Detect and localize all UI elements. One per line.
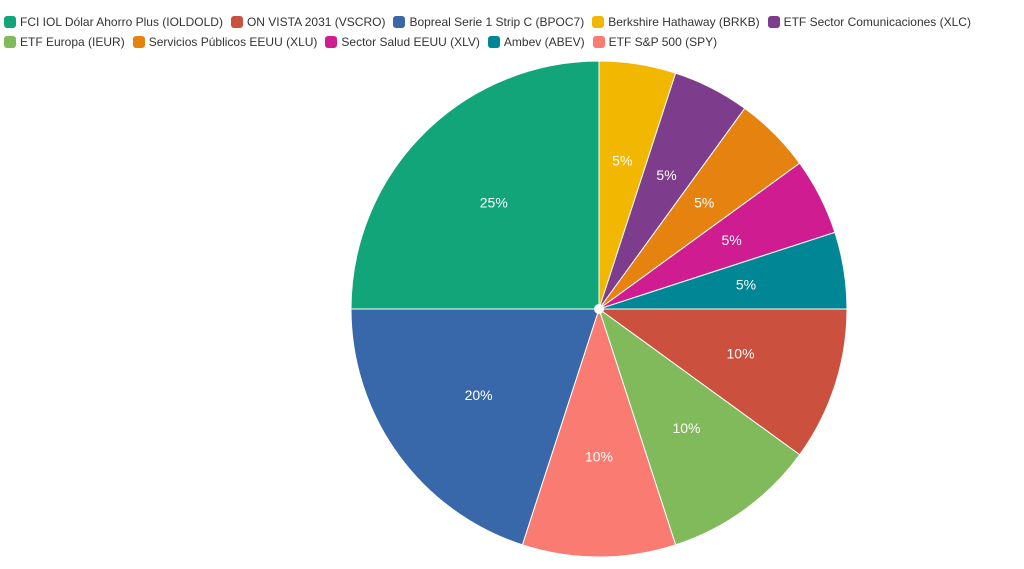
legend-item[interactable]: ETF S&P 500 (SPY) xyxy=(592,34,718,50)
slice-percent-label: 5% xyxy=(612,153,632,169)
legend-label: Bopreal Serie 1 Strip C (BPOC7) xyxy=(409,15,585,29)
slice-percent-label: 5% xyxy=(656,167,676,183)
legend-swatch xyxy=(393,16,406,28)
slice-percent-label: 10% xyxy=(727,346,755,362)
legend-swatch xyxy=(767,16,780,28)
slice-percent-label: 10% xyxy=(585,449,613,465)
legend-label: Ambev (ABEV) xyxy=(503,35,585,49)
legend-label: ETF Europa (IEUR) xyxy=(20,35,125,49)
slice-percent-label: 25% xyxy=(480,194,508,210)
slice-percent-label: 5% xyxy=(721,232,741,248)
pie-center-dot xyxy=(594,304,604,314)
legend-item[interactable]: Ambev (ABEV) xyxy=(487,34,585,50)
legend-swatch xyxy=(325,36,338,48)
legend-label: Sector Salud EEUU (XLV) xyxy=(341,35,480,49)
legend-swatch xyxy=(4,16,16,28)
pie-slice[interactable] xyxy=(521,307,677,558)
legend-item[interactable]: Bopreal Serie 1 Strip C (BPOC7) xyxy=(393,14,584,30)
slice-percent-label: 5% xyxy=(694,194,714,210)
legend-item[interactable]: Servicios Públicos EEUU (XLU) xyxy=(132,34,318,50)
legend-item[interactable]: FCI IOL Dólar Ahorro Plus (IOLDOLD) xyxy=(4,14,223,30)
chart-legend: FCI IOL Dólar Ahorro Plus (IOLDOLD) ON VI… xyxy=(4,14,1024,50)
legend-swatch xyxy=(4,36,16,48)
legend-item[interactable]: ETF Sector Comunicaciones (XLC) xyxy=(767,14,971,30)
legend-label: FCI IOL Dólar Ahorro Plus (IOLDOLD) xyxy=(20,15,223,29)
slice-percent-label: 5% xyxy=(736,276,756,292)
legend-swatch xyxy=(487,36,500,48)
slice-percent-label: 10% xyxy=(672,420,700,436)
legend-item[interactable]: Sector Salud EEUU (XLV) xyxy=(325,34,480,50)
legend-item[interactable]: Berkshire Hathaway (BRKB) xyxy=(592,14,760,30)
legend-item[interactable]: ON VISTA 2031 (VSCRO) xyxy=(230,14,386,30)
legend-swatch xyxy=(592,36,605,48)
legend-swatch xyxy=(132,36,145,48)
pie-slice[interactable] xyxy=(597,308,848,456)
slice-percent-label: 20% xyxy=(465,387,493,403)
legend-label: ETF S&P 500 (SPY) xyxy=(608,35,718,49)
legend-label: Berkshire Hathaway (BRKB) xyxy=(608,15,760,29)
pie-slice[interactable] xyxy=(350,60,600,310)
legend-item[interactable]: ETF Europa (IEUR) xyxy=(4,34,125,50)
legend-label: ETF Sector Comunicaciones (XLC) xyxy=(783,15,971,29)
legend-swatch xyxy=(230,16,243,28)
legend-label: Servicios Públicos EEUU (XLU) xyxy=(148,35,318,49)
pie-slice[interactable] xyxy=(350,308,600,546)
legend-swatch xyxy=(592,16,605,28)
pie-slice[interactable] xyxy=(598,307,801,546)
legend-label: ON VISTA 2031 (VSCRO) xyxy=(246,15,386,29)
